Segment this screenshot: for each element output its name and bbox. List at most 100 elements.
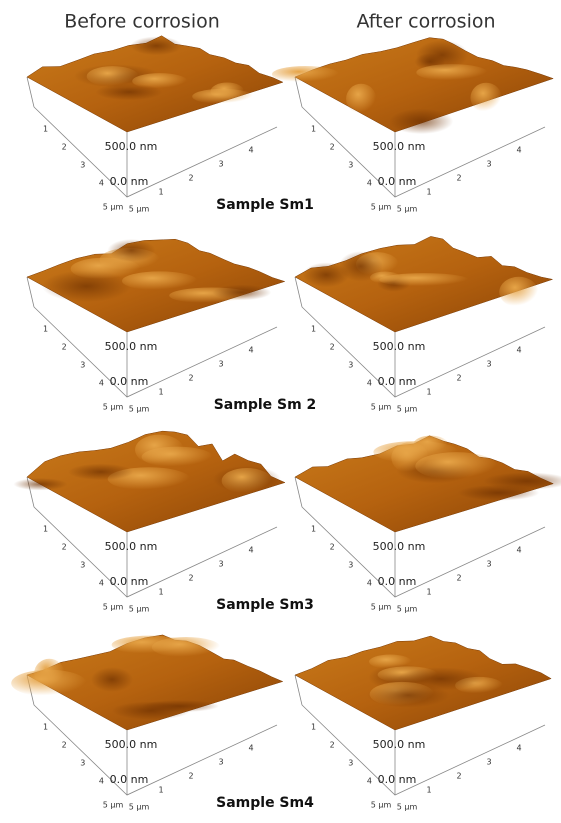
z-bottom-label: 0.0 nm	[110, 773, 149, 786]
y-end-label: 5 µm	[103, 203, 124, 212]
surface-highlight	[122, 271, 197, 290]
surface-highlight	[499, 277, 538, 308]
x-tick-label: 2	[456, 174, 461, 183]
surface-pit	[212, 285, 271, 301]
x-end-label: 5 µm	[129, 405, 150, 414]
x-tick-label: 3	[486, 758, 491, 767]
z-bottom-label: 0.0 nm	[378, 175, 417, 188]
y-end-label: 5 µm	[371, 203, 392, 212]
surface-highlight	[369, 655, 412, 669]
afm-panel: 12341234500.0 nm0.0 nm5 µm5 µm	[272, 38, 553, 214]
y-tick-label: 1	[43, 125, 48, 134]
x-tick-label: 2	[188, 772, 193, 781]
surface-pit	[389, 109, 453, 135]
y-end-label: 5 µm	[371, 603, 392, 612]
column-header: Before corrosion	[64, 11, 220, 33]
x-end-label: 5 µm	[397, 205, 418, 214]
x-tick-label: 2	[456, 772, 461, 781]
y-tick-label: 2	[62, 343, 67, 352]
x-end-label: 5 µm	[397, 803, 418, 812]
x-tick-label: 1	[426, 588, 431, 597]
z-bottom-label: 0.0 nm	[378, 773, 417, 786]
x-tick-label: 1	[426, 388, 431, 397]
x-tick-label: 1	[158, 388, 163, 397]
sample-label: Sample Sm1	[216, 197, 314, 213]
y-tick-label: 4	[99, 579, 104, 588]
x-tick-label: 1	[158, 588, 163, 597]
surface-highlight	[346, 84, 376, 114]
x-end-label: 5 µm	[397, 405, 418, 414]
surface-highlight	[413, 436, 448, 453]
x-tick-label: 2	[188, 174, 193, 183]
surface-pit	[96, 84, 163, 101]
z-top-label: 500.0 nm	[105, 340, 158, 353]
y-tick-label: 1	[43, 525, 48, 534]
surface-highlight	[87, 66, 139, 86]
surface-highlight	[11, 670, 86, 697]
y-tick-label: 4	[99, 379, 104, 388]
sample-label: Sample Sm4	[216, 795, 314, 811]
figure: Before corrosion After corrosion Sample …	[0, 0, 561, 823]
x-tick-label: 2	[456, 374, 461, 383]
surface-highlight	[152, 637, 221, 658]
surface-pit	[339, 251, 383, 281]
y-tick-label: 4	[367, 179, 372, 188]
x-tick-label: 2	[188, 574, 193, 583]
x-tick-label: 3	[486, 560, 491, 569]
x-tick-label: 3	[218, 160, 223, 169]
x-tick-label: 4	[248, 346, 253, 355]
x-end-label: 5 µm	[397, 605, 418, 614]
x-tick-label: 4	[516, 346, 521, 355]
y-tick-label: 1	[311, 723, 316, 732]
x-tick-label: 1	[426, 188, 431, 197]
z-top-label: 500.0 nm	[373, 540, 426, 553]
surface-pit	[367, 683, 449, 708]
y-tick-label: 2	[62, 143, 67, 152]
surface-highlight	[272, 66, 339, 83]
y-tick-label: 4	[367, 379, 372, 388]
y-end-label: 5 µm	[103, 801, 124, 810]
z-top-label: 500.0 nm	[373, 140, 426, 153]
x-tick-label: 2	[188, 374, 193, 383]
surface-pit	[107, 239, 155, 262]
x-end-label: 5 µm	[129, 605, 150, 614]
surface-highlight	[470, 83, 501, 113]
surface-pit	[68, 464, 133, 481]
y-tick-label: 2	[330, 543, 335, 552]
surface-pit	[130, 36, 182, 55]
x-tick-label: 4	[248, 546, 253, 555]
x-tick-label: 1	[158, 188, 163, 197]
surface-pit	[13, 478, 67, 490]
y-tick-label: 3	[80, 561, 85, 570]
y-tick-label: 2	[330, 343, 335, 352]
z-top-label: 500.0 nm	[105, 140, 158, 153]
sample-label: Sample Sm3	[216, 597, 314, 613]
x-tick-label: 4	[516, 546, 521, 555]
x-tick-label: 3	[486, 160, 491, 169]
z-bottom-label: 0.0 nm	[378, 575, 417, 588]
y-end-label: 5 µm	[103, 403, 124, 412]
x-tick-label: 1	[426, 786, 431, 795]
x-tick-label: 3	[218, 560, 223, 569]
x-tick-label: 3	[218, 758, 223, 767]
y-tick-label: 1	[311, 125, 316, 134]
x-tick-label: 3	[218, 360, 223, 369]
z-bottom-label: 0.0 nm	[378, 375, 417, 388]
y-tick-label: 3	[80, 361, 85, 370]
z-top-label: 500.0 nm	[373, 738, 426, 751]
y-tick-label: 1	[311, 325, 316, 334]
z-bottom-label: 0.0 nm	[110, 175, 149, 188]
x-end-label: 5 µm	[129, 803, 150, 812]
column-header: After corrosion	[356, 11, 495, 33]
surface-highlight	[135, 435, 183, 465]
z-top-label: 500.0 nm	[105, 738, 158, 751]
y-tick-label: 4	[99, 179, 104, 188]
y-tick-label: 4	[367, 579, 372, 588]
y-tick-label: 3	[348, 161, 353, 170]
